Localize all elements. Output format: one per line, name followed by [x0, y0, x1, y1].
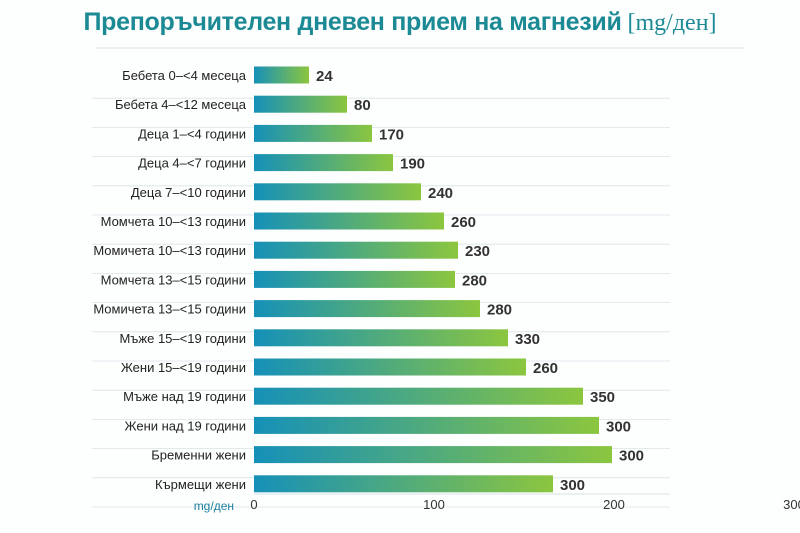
data-label: 330 — [515, 331, 540, 348]
bar — [254, 300, 480, 318]
data-label: 190 — [400, 156, 425, 173]
data-label: 230 — [465, 243, 490, 260]
category-label: Бременни жени — [151, 448, 246, 463]
bar — [254, 183, 421, 201]
category-label: Момичета 13–<15 години — [93, 302, 246, 317]
bar — [254, 446, 612, 464]
data-label: 170 — [379, 126, 404, 143]
bar — [254, 387, 583, 405]
category-label: Момчета 13–<15 години — [101, 272, 246, 287]
x-tick-label: 100 — [423, 497, 445, 512]
bar — [254, 416, 599, 434]
bar — [254, 154, 393, 172]
x-axis-unit-label: mg/ден — [194, 499, 234, 513]
title-text: Препоръчителен дневен прием на магнезий — [83, 8, 622, 36]
category-label: Жени над 19 години — [125, 418, 247, 433]
category-label: Момичета 10–<13 години — [93, 243, 246, 258]
title-unit: [mg/ден] — [627, 10, 717, 36]
bar — [254, 241, 458, 259]
data-label: 260 — [451, 214, 476, 231]
category-label: Бебета 4–<12 месеца — [115, 97, 247, 112]
x-tick-label: 200 — [603, 497, 625, 512]
bar — [254, 475, 553, 493]
bar — [254, 95, 347, 113]
category-label: Момчета 10–<13 години — [101, 214, 246, 229]
bar — [254, 270, 455, 288]
data-label: 300 — [560, 477, 585, 494]
data-label: 240 — [428, 185, 453, 202]
data-label: 280 — [462, 272, 487, 289]
x-tick-label: 0 — [250, 497, 257, 512]
data-label: 300 — [606, 418, 631, 435]
category-label: Бебета 0–<4 месеца — [122, 68, 247, 83]
bar — [254, 358, 526, 376]
bar — [254, 212, 444, 230]
data-label: 24 — [316, 68, 333, 85]
data-label: 260 — [533, 360, 558, 377]
category-label: Деца 1–<4 години — [138, 126, 246, 141]
x-tick-label: 300 — [783, 497, 800, 512]
bar — [254, 329, 508, 347]
data-label: 300 — [619, 448, 644, 465]
category-label: Деца 4–<7 години — [138, 156, 246, 171]
category-label: Деца 7–<10 години — [131, 185, 246, 200]
category-label: Мъже 15–<19 години — [119, 331, 246, 346]
data-label: 80 — [354, 97, 371, 114]
chart-title: Препоръчителен дневен прием на магнезий[… — [0, 8, 800, 37]
bar — [254, 124, 372, 142]
data-label: 280 — [487, 302, 512, 319]
category-label: Жени 15–<19 години — [121, 360, 246, 375]
data-label: 350 — [590, 389, 615, 406]
bar — [254, 66, 309, 84]
category-label: Кърмещи жени — [155, 477, 246, 492]
category-label: Мъже над 19 години — [123, 389, 246, 404]
